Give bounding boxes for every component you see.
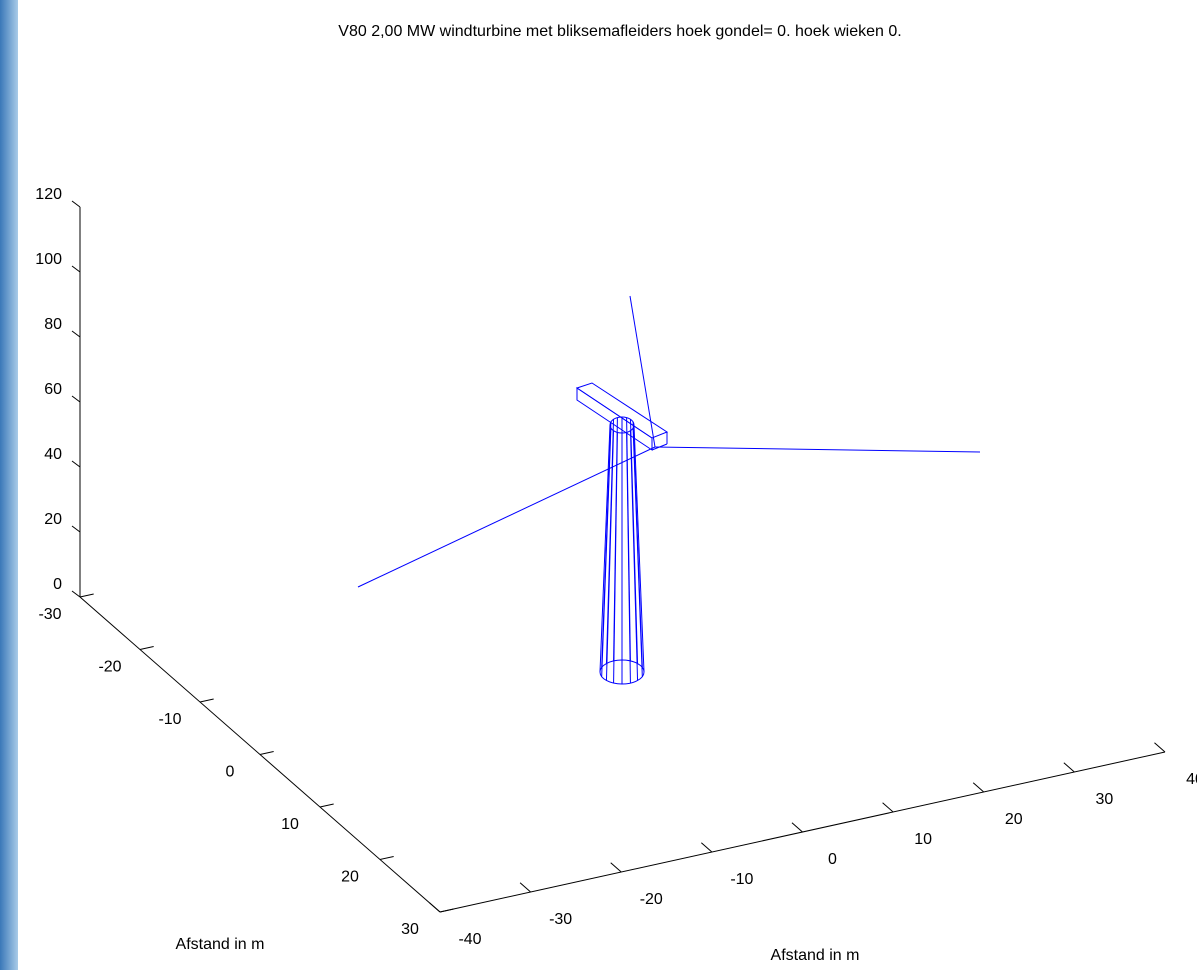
x-axis-label: Afstand in m <box>176 936 265 953</box>
chart-title: V80 2,00 MW windturbine met bliksemaflei… <box>338 23 901 40</box>
x-tick-label: -10 <box>158 711 181 728</box>
x-tick-label: 30 <box>401 921 419 938</box>
z-tick-label: 100 <box>35 251 62 268</box>
z-tick-label: 80 <box>44 316 62 333</box>
x-tick-label: -20 <box>98 659 121 676</box>
slide-edge <box>0 0 18 970</box>
x-tick-label: -30 <box>38 606 61 623</box>
y-tick-label: 10 <box>914 831 932 848</box>
z-tick-label: 40 <box>44 446 62 463</box>
page: V80 2,00 MW windturbine met bliksemaflei… <box>0 0 1197 970</box>
y-tick-label: 30 <box>1095 791 1113 808</box>
z-tick-label: 120 <box>35 186 62 203</box>
x-tick-label: 20 <box>341 869 359 886</box>
chart: V80 2,00 MW windturbine met bliksemaflei… <box>0 0 1197 970</box>
y-tick-label: -40 <box>458 931 481 948</box>
z-tick-label: 0 <box>53 576 62 593</box>
y-tick-label: -10 <box>730 871 753 888</box>
y-tick-label: -30 <box>549 911 572 928</box>
y-axis-label: Afstand in m <box>771 947 860 964</box>
y-tick-label: 0 <box>828 851 837 868</box>
z-tick-label: 20 <box>44 511 62 528</box>
x-tick-label: 0 <box>226 764 235 781</box>
y-tick-label: -20 <box>640 891 663 908</box>
x-tick-label: 10 <box>281 816 299 833</box>
y-tick-label: 20 <box>1005 811 1023 828</box>
y-tick-label: 40 <box>1186 771 1197 788</box>
z-tick-label: 60 <box>44 381 62 398</box>
